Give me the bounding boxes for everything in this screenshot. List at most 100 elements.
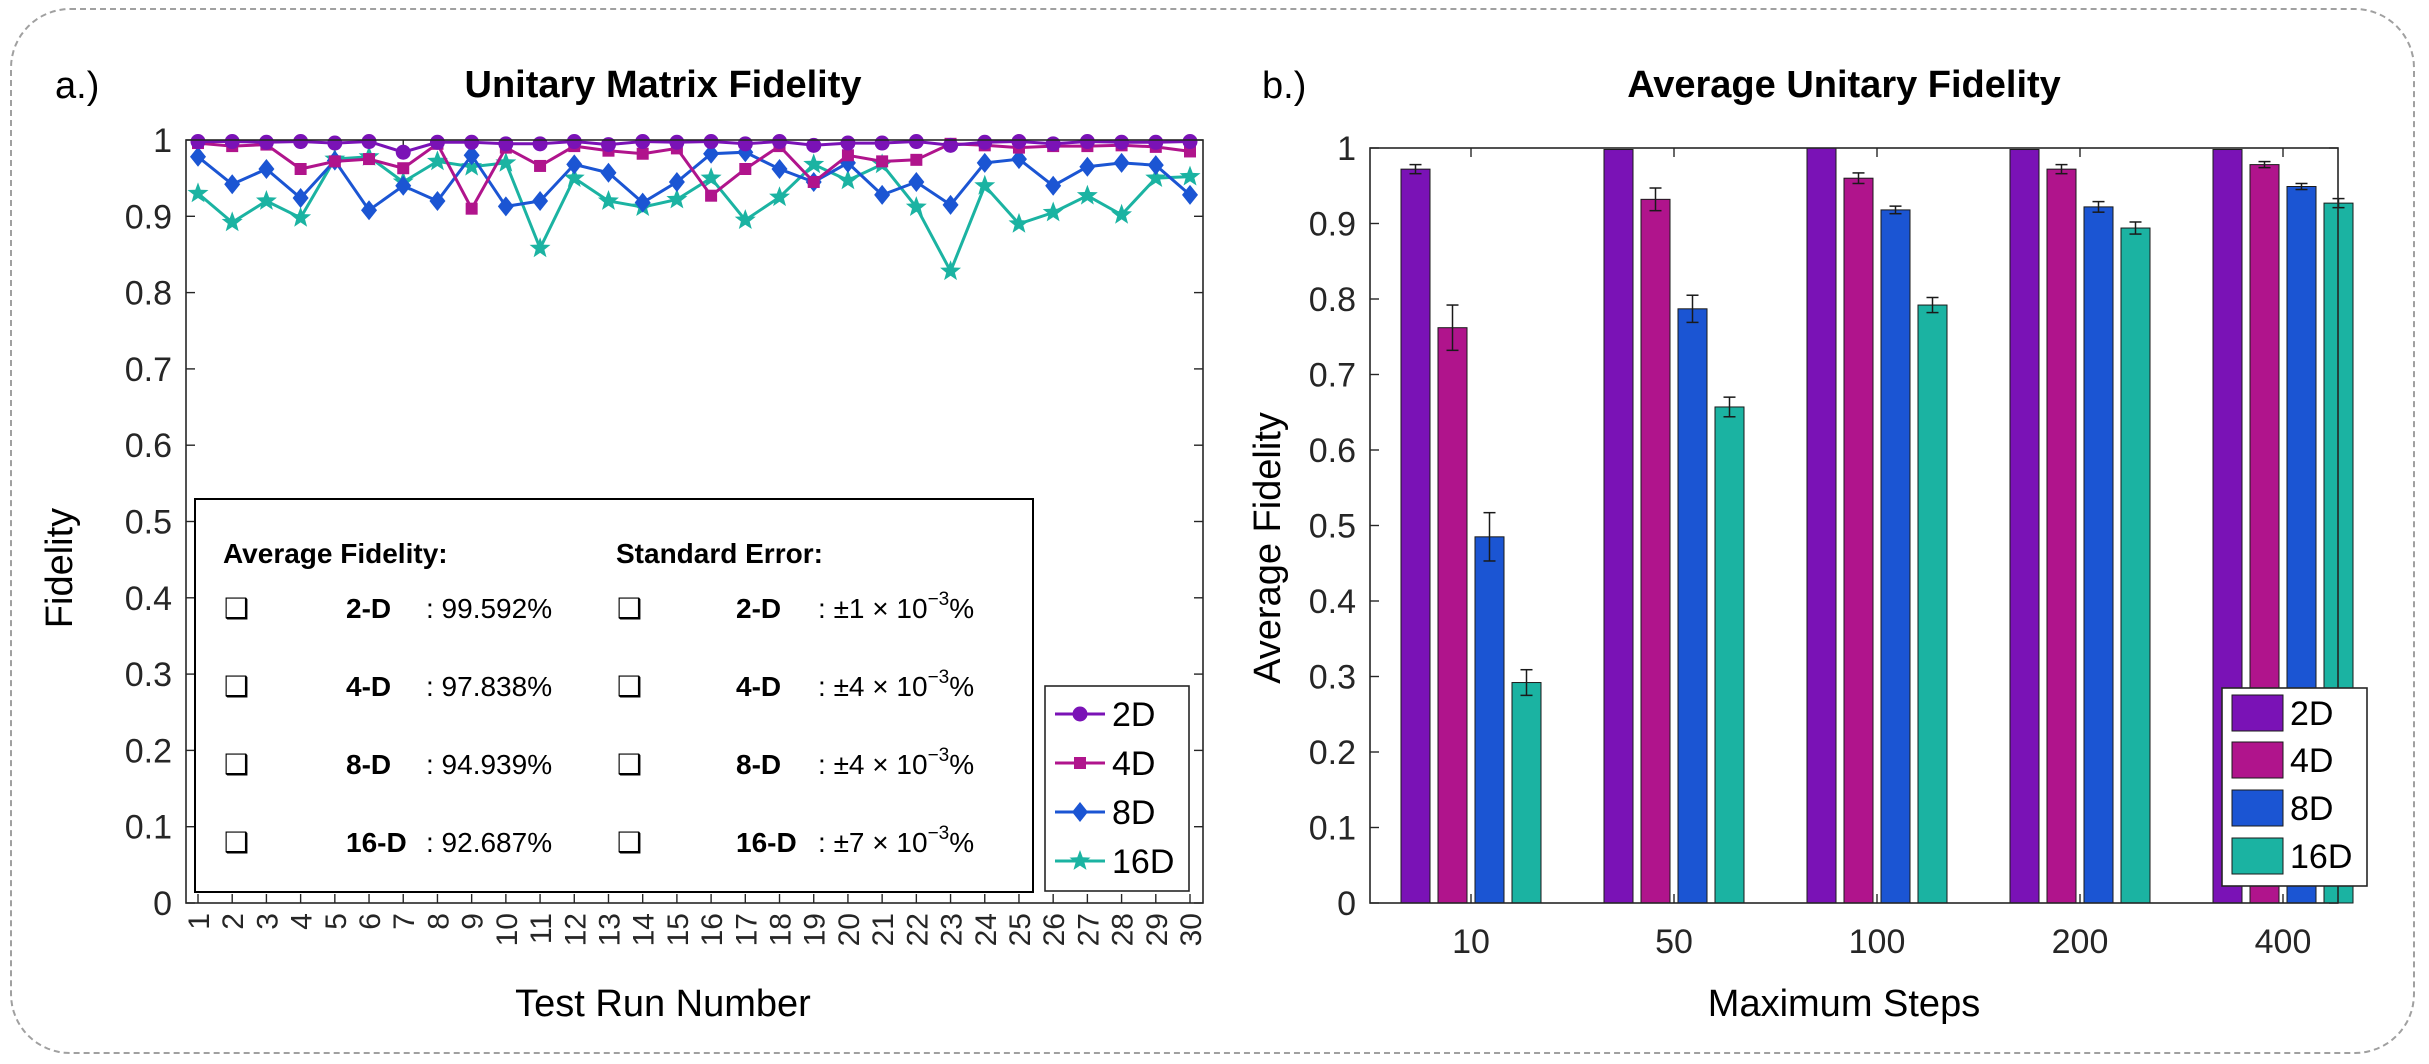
x-tick-label: 10 <box>491 913 524 946</box>
data-point-2D <box>395 144 411 160</box>
bar-4D <box>1640 198 1671 904</box>
x-tick-label: 200 <box>2052 923 2109 961</box>
data-point-2D <box>293 134 309 150</box>
y-tick-label: 0.8 <box>1309 281 1356 319</box>
dimension-label: 8-D <box>346 749 391 780</box>
data-point-2D <box>943 137 959 153</box>
x-tick-label: 9 <box>457 913 490 930</box>
legend-swatch <box>2231 789 2284 827</box>
x-tick-label: 13 <box>593 913 626 946</box>
x-tick-label: 26 <box>1038 913 1071 946</box>
summary-heading-average: Average Fidelity: <box>223 538 448 569</box>
data-point-8D <box>532 191 549 212</box>
data-point-16D <box>598 190 619 210</box>
data-point-4D <box>328 155 341 168</box>
series-4D <box>192 137 1196 215</box>
data-point-2D <box>669 134 685 150</box>
dimension-label: 2-D <box>736 593 781 624</box>
data-point-4D <box>1184 145 1196 158</box>
bar-2D <box>1806 147 1837 904</box>
data-point-2D <box>908 134 924 150</box>
figure-frame <box>10 8 2415 1054</box>
data-point-2D <box>1079 134 1095 150</box>
y-axis-label-b: Average Fidelity <box>1247 412 1289 684</box>
data-point-2D <box>566 134 582 150</box>
data-point-16D <box>1179 165 1201 186</box>
data-point-16D <box>734 209 756 229</box>
bar-16D <box>2120 227 2151 904</box>
y-tick-label: 0.4 <box>1309 583 1356 621</box>
data-point-16D <box>666 188 688 209</box>
data-point-2D <box>1011 134 1027 150</box>
x-tick-label: 24 <box>970 913 1003 946</box>
y-ticks-b: 0 0.1 0.2 0.3 0.4 0.5 0.6 0.7 0.8 0.9 1 <box>1309 130 2338 923</box>
bar-series-8D <box>1474 182 2317 904</box>
data-point-8D <box>908 171 925 192</box>
bar-series-2D <box>1400 147 2243 904</box>
data-point-16D <box>1076 184 1098 205</box>
data-point-8D <box>668 171 685 192</box>
average-fidelity-value: : 92.687% <box>426 827 552 858</box>
legend-item-16D: 16D <box>2231 837 2352 876</box>
data-point-4D <box>465 202 478 215</box>
x-axis-label-a: Test Run Number <box>515 983 811 1025</box>
legend-item-2D: 2D <box>2231 694 2333 733</box>
data-point-8D <box>976 152 993 173</box>
x-tick-label: 8 <box>422 913 455 930</box>
bar-8D <box>1474 536 1505 904</box>
checkbox-icon: ❑ <box>224 671 249 702</box>
data-point-4D <box>397 162 410 175</box>
data-point-16D <box>837 169 859 190</box>
x-tick-label: 12 <box>559 913 592 946</box>
data-point-8D <box>395 175 412 196</box>
legend-b: 2D 4D 8D 16D <box>2221 687 2368 887</box>
data-point-8D <box>634 192 651 213</box>
summary-row: ❑ 16-D: 92.687% ❑ 16-D: ±7 × 10−3% <box>224 823 974 858</box>
x-tick-label: 6 <box>354 913 387 930</box>
data-point-16D <box>529 237 551 258</box>
legend-item-16D: 16D <box>1055 843 1174 881</box>
panel-label-b: b.) <box>1262 65 1306 107</box>
x-tick-label: 4 <box>286 913 319 930</box>
x-tick-label: 15 <box>662 913 695 946</box>
data-point-8D <box>703 143 720 164</box>
dimension-label: 16-D <box>346 827 407 858</box>
standard-error-value: : ±4 × 10−3% <box>818 667 974 702</box>
dimension-label: 8-D <box>736 749 781 780</box>
summary-row: ❑ 2-D: 99.592% ❑ 2-D: ±1 × 10−3% <box>224 589 974 624</box>
y-tick-label: 0.3 <box>125 656 172 694</box>
data-point-16D <box>769 186 790 207</box>
data-point-4D <box>807 175 820 188</box>
y-tick-label: 0.9 <box>125 198 172 236</box>
legend-label: 2D <box>2290 695 2333 733</box>
y-tick-label: 0.6 <box>1309 432 1356 470</box>
y-tick-label: 0.7 <box>125 351 172 389</box>
data-point-16D <box>427 150 448 171</box>
y-tick-label: 0 <box>1337 885 1356 923</box>
summary-heading-error: Standard Error: <box>616 538 823 569</box>
data-point-4D <box>534 159 547 172</box>
y-tick-label: 0 <box>153 885 172 923</box>
data-point-16D <box>563 167 585 187</box>
data-point-2D <box>874 135 890 151</box>
legend-label: 8D <box>2290 790 2333 828</box>
legend-marker <box>1074 757 1086 769</box>
legend-marker <box>1069 850 1091 870</box>
data-point-4D <box>841 149 854 162</box>
data-point-4D <box>636 147 649 160</box>
data-point-16D <box>187 182 209 203</box>
checkbox-icon: ❑ <box>224 827 249 858</box>
y-tick-label: 0.7 <box>1309 357 1356 395</box>
x-tick-label: 21 <box>867 913 900 946</box>
data-point-8D <box>874 184 891 205</box>
data-point-2D <box>703 134 719 150</box>
summary-row: ❑ 8-D: 94.939% ❑ 8-D: ±4 × 10−3% <box>224 745 974 780</box>
data-point-2D <box>532 136 548 152</box>
data-point-16D <box>1042 201 1064 222</box>
dimension-label: 2-D <box>346 593 391 624</box>
legend-item-2D: 2D <box>1055 696 1155 734</box>
data-point-8D <box>566 154 583 175</box>
summary-rows: ❑ 2-D: 99.592% ❑ 2-D: ±1 × 10−3% ❑ 4-D: 97.83… <box>224 589 974 858</box>
y-ticks-a: 0 0.1 0.2 0.3 0.4 0.5 0.6 0.7 0.8 0.9 1 <box>125 122 1203 923</box>
